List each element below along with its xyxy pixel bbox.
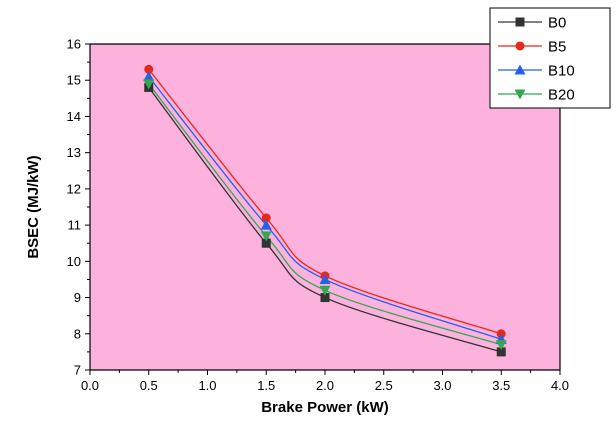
series-line-b0 [148,87,502,353]
series-line-b5 [148,68,502,335]
data-point-b5 [261,213,271,223]
y-tick-label: 16 [67,37,81,52]
x-tick-label: 3.0 [433,378,451,393]
legend-label-b0: B0 [548,15,566,32]
legend-box [489,7,611,109]
x-tick-label: 0.5 [140,378,158,393]
data-point-b10 [143,71,155,82]
x-tick-label: 4.0 [551,378,569,393]
legend-marker-b5 [515,41,525,51]
x-tick-label: 1.0 [198,378,216,393]
legend-marker-b20 [514,89,526,100]
legend-marker-b10 [514,64,526,75]
data-point-b20 [143,79,155,90]
y-tick-label: 10 [67,254,81,269]
legend-marker-b0 [515,17,525,27]
y-tick-label: 14 [67,109,81,124]
data-point-b20 [319,285,331,296]
y-tick-label: 8 [74,326,81,341]
series-line-b20 [148,83,502,346]
y-tick-label: 7 [74,363,81,378]
data-point-b10 [319,273,331,284]
x-tick-label: 2.5 [375,378,393,393]
x-tick-label: 1.5 [257,378,275,393]
data-point-b20 [260,231,272,242]
data-point-b10 [260,219,272,230]
series-line-b10 [148,76,502,340]
x-tick-label: 3.5 [492,378,510,393]
x-axis-title: Brake Power (kW) [261,399,389,416]
y-tick-label: 9 [74,290,81,305]
x-tick-label: 2.0 [316,378,334,393]
y-axis-title: BSEC (MJ/kW) [25,155,42,258]
legend-label-b10: B10 [548,63,575,80]
data-point-b0 [496,347,506,357]
y-tick-label: 13 [67,145,81,160]
plot-background [90,44,560,370]
y-tick-label: 11 [68,218,82,233]
data-point-b0 [261,238,271,248]
data-point-b20 [495,340,507,351]
y-tick-label: 15 [67,73,81,88]
data-point-b0 [320,293,330,303]
data-point-b5 [144,64,154,74]
legend-label-b20: B20 [548,87,575,104]
x-tick-label: 0.0 [81,378,99,393]
y-tick-label: 12 [67,181,81,196]
legend-label-b5: B5 [548,39,566,56]
